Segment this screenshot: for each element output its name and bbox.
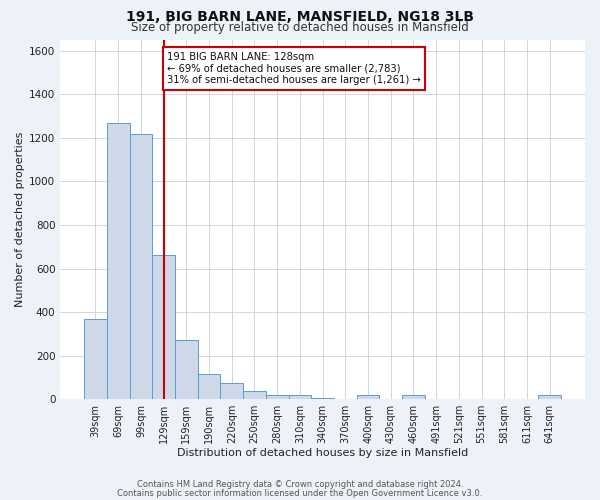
Text: 191, BIG BARN LANE, MANSFIELD, NG18 3LB: 191, BIG BARN LANE, MANSFIELD, NG18 3LB [126, 10, 474, 24]
Y-axis label: Number of detached properties: Number of detached properties [15, 132, 25, 307]
Text: Size of property relative to detached houses in Mansfield: Size of property relative to detached ho… [131, 22, 469, 35]
Bar [311, 398, 334, 399]
Bar [220, 383, 243, 399]
Text: 191 BIG BARN LANE: 128sqm
← 69% of detached houses are smaller (2,783)
31% of se: 191 BIG BARN LANE: 128sqm ← 69% of detac… [167, 52, 421, 85]
Text: Contains HM Land Registry data © Crown copyright and database right 2024.: Contains HM Land Registry data © Crown c… [137, 480, 463, 489]
Bar [266, 394, 289, 399]
Bar [289, 394, 311, 399]
X-axis label: Distribution of detached houses by size in Mansfield: Distribution of detached houses by size … [177, 448, 468, 458]
Bar [175, 340, 198, 399]
Bar [538, 395, 561, 399]
Bar [130, 134, 152, 399]
Bar [243, 391, 266, 399]
Bar [402, 395, 425, 399]
Bar [198, 374, 220, 399]
Bar [84, 318, 107, 399]
Bar [107, 122, 130, 399]
Bar [152, 256, 175, 399]
Bar [357, 395, 379, 399]
Text: Contains public sector information licensed under the Open Government Licence v3: Contains public sector information licen… [118, 488, 482, 498]
